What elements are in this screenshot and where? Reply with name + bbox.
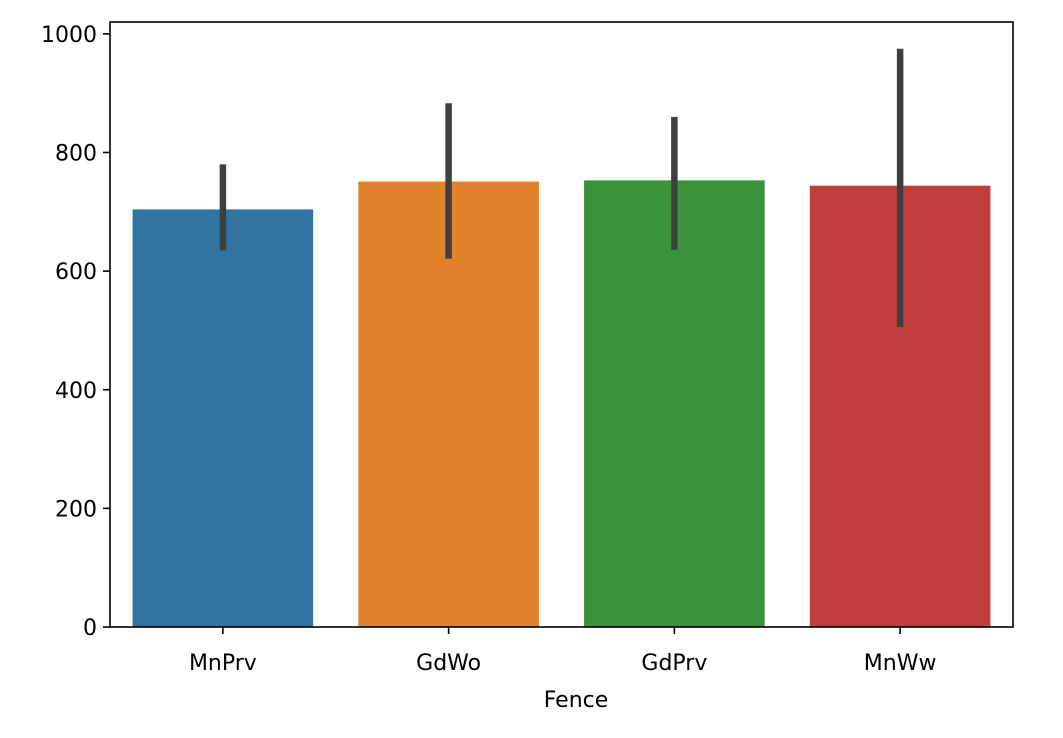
axes-layer [109,21,1014,628]
y-tick-label: 200 [55,497,97,522]
y-tick-label: 400 [55,379,97,404]
x-tick-label: GdPrv [641,651,707,676]
y-tick-label: 600 [55,260,97,285]
x-tick-label: GdWo [416,651,481,676]
bars-layer [132,180,991,628]
bar-gdprv [584,180,765,627]
bar-mnprv [132,209,314,627]
plot-frame [109,21,1014,628]
y-tick-label: 800 [55,141,97,166]
x-tick-label: MnPrv [189,651,257,676]
error-bars-layer [219,48,904,327]
x-axis-label: Fence [544,688,609,713]
y-axis: 0 200 400 600 800 1000 [41,23,110,641]
x-tick-label: MnWw [864,651,937,676]
x-axis: MnPrv GdWo GdPrv MnWw [189,627,937,676]
y-tick-label: 1000 [41,23,97,48]
y-tick-label: 0 [83,616,97,641]
